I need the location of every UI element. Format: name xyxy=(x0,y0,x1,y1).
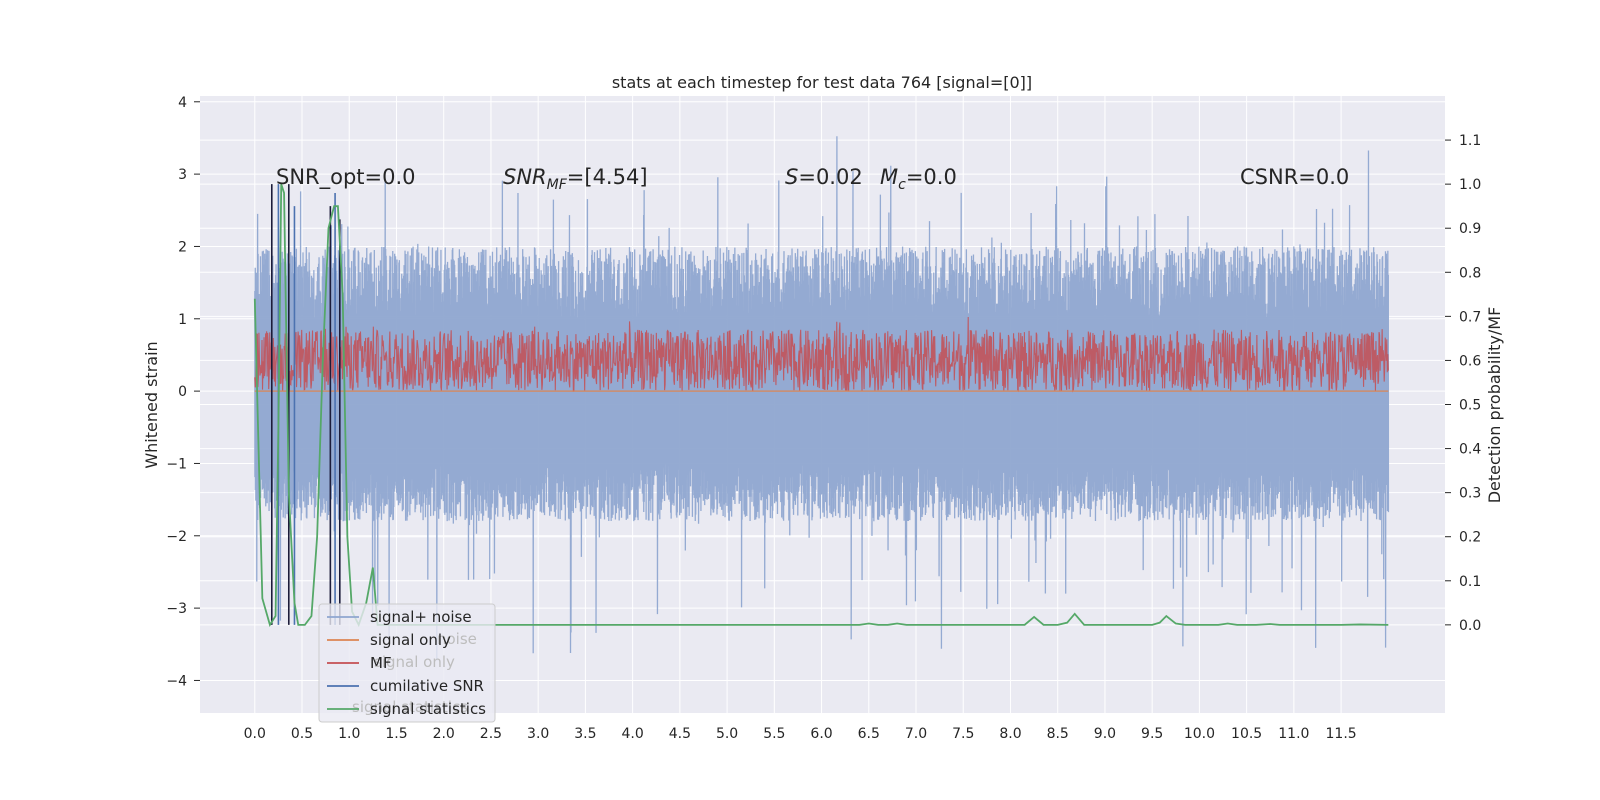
annotation-snr-mf-value: =[4.54] xyxy=(567,165,648,189)
annotations: SNR_opt=0.0 SNRMF=[4.54] S=0.02 Mc=0.0 C… xyxy=(276,165,1349,193)
annotation-snr-mf-subscript: MF xyxy=(547,177,568,193)
y-tick-label-4: 0 xyxy=(178,384,187,400)
y-tick-label-1: 3 xyxy=(178,167,187,183)
y2-tick-label-8: 0.3 xyxy=(1459,486,1481,502)
legend-label-3: cumilative SNR xyxy=(370,677,484,695)
legend-ghost-signal-only: signal only xyxy=(374,653,455,671)
x-tick-label-8: 4.0 xyxy=(621,726,643,742)
x-tick-label-19: 9.5 xyxy=(1141,726,1163,742)
y2-tick-label-10: 0.1 xyxy=(1459,574,1481,590)
y-tick-label-3: 1 xyxy=(178,312,187,328)
series-signal-plus-noise-line xyxy=(254,136,1390,661)
series-cumilative-snr xyxy=(270,184,341,625)
series-mf xyxy=(254,317,1389,393)
x-tick-label-3: 1.5 xyxy=(385,726,407,742)
x-tick-label-21: 10.5 xyxy=(1231,726,1262,742)
x-tick-label-23: 11.5 xyxy=(1326,726,1357,742)
legend-ghost-noise: noise xyxy=(437,630,477,648)
y2-tick-label-2: 0.9 xyxy=(1459,221,1481,237)
x-tick-label-5: 2.5 xyxy=(480,726,502,742)
x-tick-label-16: 8.0 xyxy=(999,726,1021,742)
x-tick-label-6: 3.0 xyxy=(527,726,549,742)
x-tick-label-10: 5.0 xyxy=(716,726,738,742)
x-tick-label-17: 8.5 xyxy=(1047,726,1069,742)
x-tick-label-11: 5.5 xyxy=(763,726,785,742)
annotation-s: S=0.02 xyxy=(785,165,863,189)
y2-tick-label-0: 1.1 xyxy=(1459,133,1481,149)
annotation-mc-subscript: c xyxy=(898,177,906,193)
series-signal-statistics xyxy=(253,183,1389,628)
annotation-mc: Mc=0.0 xyxy=(880,165,957,193)
annotation-snr-opt: SNR_opt=0.0 xyxy=(276,165,416,190)
y-tick-label-8: −4 xyxy=(166,673,187,689)
chart-title: stats at each timestep for test data 764… xyxy=(612,73,1032,92)
x-tick-label-0: 0.0 xyxy=(244,726,266,742)
y2-tick-label-11: 0.0 xyxy=(1459,618,1481,634)
annotation-mc-symbol: M xyxy=(880,165,898,189)
y2-tick-label-3: 0.8 xyxy=(1459,265,1481,281)
legend-label-0: signal+ noise xyxy=(370,608,472,626)
x-tick-label-22: 11.0 xyxy=(1278,726,1309,742)
y-axis-label-left: Whitened strain xyxy=(142,341,161,468)
y-axis-left-ticks: 4 3 2 1 0 −1 −2 −3 −4 xyxy=(166,95,200,689)
x-tick-label-1: 0.5 xyxy=(291,726,313,742)
x-tick-label-13: 6.5 xyxy=(858,726,880,742)
y2-tick-label-4: 0.7 xyxy=(1459,309,1481,325)
series-mf-line xyxy=(254,317,1389,393)
y-tick-label-5: −1 xyxy=(166,456,187,472)
x-tick-label-20: 10.0 xyxy=(1184,726,1215,742)
annotation-s-symbol: S xyxy=(785,165,798,189)
annotation-csnr: CSNR=0.0 xyxy=(1240,165,1349,189)
series-signal-plus-noise xyxy=(254,136,1390,661)
x-tick-label-2: 1.0 xyxy=(338,726,360,742)
y-axis-right-ticks: 1.1 1.0 0.9 0.8 0.7 0.6 0.5 0.4 0.3 0.2 0.1 0.0 xyxy=(1445,133,1481,634)
annotation-snr-mf: SNRMF=[4.54] xyxy=(503,165,648,193)
annotation-s-value: =0.02 xyxy=(798,165,862,189)
x-axis-ticks: 0.0 0.5 1.0 1.5 2.0 2.5 3.0 3.5 4.0 4.5 5.0 5.5 6.0 6… xyxy=(244,726,1357,742)
y2-tick-label-6: 0.5 xyxy=(1459,398,1481,414)
y-tick-label-7: −3 xyxy=(166,601,187,617)
y2-tick-label-1: 1.0 xyxy=(1459,177,1481,193)
x-tick-label-14: 7.0 xyxy=(905,726,927,742)
x-tick-label-15: 7.5 xyxy=(952,726,974,742)
legend: noise signal only signal statistics sign… xyxy=(318,603,496,723)
series-signal-statistics-line xyxy=(253,183,1389,628)
legend-label-1: signal only xyxy=(370,631,451,649)
y2-tick-label-7: 0.4 xyxy=(1459,442,1481,458)
x-tick-label-18: 9.0 xyxy=(1094,726,1116,742)
x-tick-label-7: 3.5 xyxy=(574,726,596,742)
x-tick-label-9: 4.5 xyxy=(669,726,691,742)
legend-ghost-signal-statistics: signal statistics xyxy=(352,698,468,716)
legend-label-4: signal statistics xyxy=(370,700,486,718)
y-axis-label-right: Detection probability/MF xyxy=(1485,307,1504,504)
y2-tick-label-9: 0.2 xyxy=(1459,530,1481,546)
legend-box xyxy=(318,603,496,723)
annotation-snr-mf-symbol: SNR xyxy=(503,165,547,189)
y-tick-label-0: 4 xyxy=(178,95,187,111)
y-tick-label-6: −2 xyxy=(166,529,187,545)
y-tick-label-2: 2 xyxy=(178,239,187,255)
legend-label-2: MF xyxy=(370,654,392,672)
x-tick-label-4: 2.0 xyxy=(433,726,455,742)
y2-tick-label-5: 0.6 xyxy=(1459,353,1481,369)
x-tick-label-12: 6.0 xyxy=(810,726,832,742)
annotation-mc-value: =0.0 xyxy=(906,165,957,189)
